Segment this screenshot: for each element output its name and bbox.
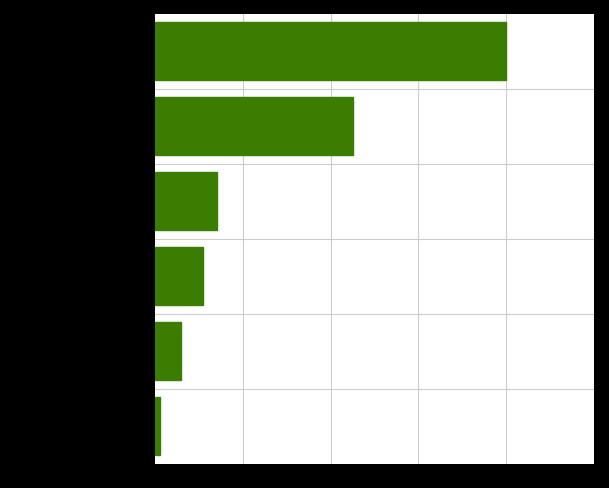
Bar (155, 23, 506, 81)
Bar (155, 173, 217, 231)
Bar (155, 397, 160, 455)
Bar (155, 322, 181, 381)
Bar (155, 98, 353, 156)
Bar (155, 247, 203, 305)
